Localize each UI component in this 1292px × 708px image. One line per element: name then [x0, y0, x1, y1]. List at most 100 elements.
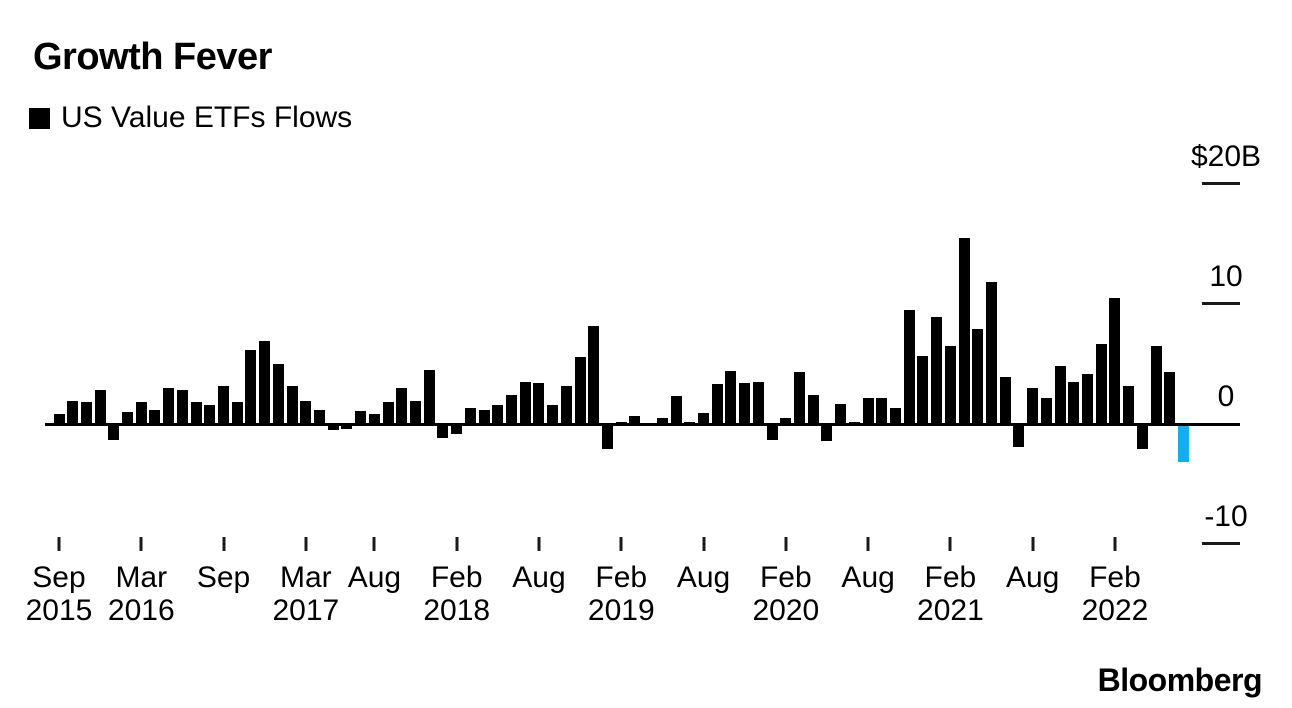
x-axis-tick — [1113, 537, 1117, 551]
y-axis-tick — [1202, 302, 1240, 305]
x-axis-label: Feb 2021 — [917, 561, 984, 627]
bar-jun-2021 — [999, 377, 1011, 424]
bar-dec-2019 — [752, 382, 764, 424]
bar-dec-2020 — [917, 355, 929, 424]
bar-feb-2016 — [122, 412, 134, 424]
bar-oct-2021 — [1054, 366, 1066, 424]
bar-sep-2021 — [1040, 397, 1052, 424]
bar-nov-2018 — [574, 356, 586, 424]
bar-apr-2016 — [149, 409, 161, 424]
legend-swatch-icon — [29, 107, 50, 129]
bar-may-2016 — [163, 388, 175, 424]
bar-feb-2018 — [451, 424, 463, 434]
x-axis-label: Mar 2017 — [272, 561, 340, 627]
bar-nov-2020 — [903, 310, 915, 424]
x-axis-label: Aug — [512, 561, 566, 594]
bar-jun-2017 — [341, 424, 353, 429]
bar-nov-2017 — [410, 401, 422, 424]
x-axis-tick — [1031, 537, 1035, 551]
bar-jan-2020 — [766, 424, 778, 440]
bar-may-2020 — [821, 424, 833, 441]
bar-dec-2017 — [423, 370, 435, 424]
bar-nov-2015 — [80, 402, 92, 424]
x-axis-line — [45, 422, 1240, 426]
bar-may-2018 — [492, 404, 504, 424]
legend: US Value ETFs Flows — [29, 101, 352, 135]
bar-sep-2018 — [547, 404, 559, 424]
bar-jun-2019 — [670, 396, 682, 424]
bar-nov-2016 — [245, 349, 257, 424]
bar-jul-2018 — [519, 382, 531, 424]
bar-jan-2019 — [602, 424, 614, 450]
bar-jan-2022 — [1095, 343, 1107, 424]
x-axis-tick — [139, 537, 143, 551]
bar-apr-2018 — [478, 409, 490, 424]
chart-title: Growth Fever — [33, 36, 272, 78]
y-axis-label-20: $20B — [1190, 140, 1262, 173]
bar-oct-2020 — [890, 408, 902, 424]
bar-oct-2016 — [231, 402, 243, 424]
bar-jan-2016 — [108, 424, 120, 440]
bar-jan-2017 — [272, 364, 284, 424]
x-axis-tick — [304, 537, 308, 551]
y-axis-tick — [1202, 182, 1240, 185]
bar-apr-2020 — [807, 395, 819, 424]
bar-feb-2017 — [286, 385, 298, 424]
x-axis-tick — [372, 537, 376, 551]
x-axis-tick — [702, 537, 706, 551]
bar-jul-2022 — [1178, 424, 1190, 463]
bar-jan-2018 — [437, 424, 449, 439]
y-axis-label--10: -10 — [1204, 500, 1248, 533]
x-axis-tick — [784, 537, 788, 551]
bar-mar-2017 — [300, 401, 312, 424]
bar-nov-2019 — [739, 383, 751, 424]
x-axis-label: Feb 2018 — [423, 561, 491, 627]
bar-feb-2020 — [780, 418, 792, 424]
bar-mar-2021 — [958, 238, 970, 424]
x-axis-label: Feb 2022 — [1081, 561, 1149, 627]
bar-dec-2016 — [259, 341, 271, 424]
bar-jul-2016 — [190, 402, 202, 424]
bar-nov-2021 — [1068, 382, 1080, 424]
bar-aug-2017 — [368, 414, 380, 424]
bar-dec-2018 — [588, 325, 600, 424]
bar-dec-2021 — [1082, 373, 1094, 424]
x-axis-label: Aug — [841, 561, 895, 594]
bar-may-2022 — [1150, 346, 1162, 424]
bar-jul-2017 — [355, 410, 367, 424]
x-axis-label: Aug — [676, 561, 731, 594]
x-axis-tick — [948, 537, 952, 551]
bar-oct-2017 — [396, 388, 408, 424]
legend-label: US Value ETFs Flows — [61, 101, 353, 134]
y-axis-label-10: 10 — [1209, 260, 1243, 293]
bar-jun-2022 — [1164, 372, 1176, 424]
x-axis-label: Aug — [347, 561, 402, 594]
bar-jul-2021 — [1013, 424, 1025, 447]
bar-mar-2019 — [629, 415, 641, 424]
bar-mar-2018 — [464, 408, 476, 424]
x-axis-label: Sep 2015 — [25, 561, 93, 627]
x-axis-label: Sep — [196, 561, 251, 594]
bar-dec-2015 — [94, 390, 106, 424]
bar-may-2021 — [986, 282, 998, 424]
x-axis-tick — [537, 537, 541, 551]
bar-sep-2017 — [382, 402, 394, 424]
x-axis-tick — [866, 537, 870, 551]
x-axis-tick — [455, 537, 459, 551]
bar-may-2017 — [327, 424, 339, 430]
bar-may-2019 — [656, 418, 668, 424]
bar-oct-2019 — [725, 371, 737, 424]
bar-aug-2020 — [862, 397, 874, 424]
bar-sep-2020 — [876, 397, 888, 424]
x-axis-label: Aug — [1005, 561, 1060, 594]
bar-sep-2019 — [711, 384, 723, 424]
bar-jun-2018 — [506, 395, 518, 424]
x-axis-label: Mar 2016 — [107, 561, 175, 627]
bar-apr-2022 — [1136, 424, 1148, 450]
bar-jun-2020 — [835, 403, 847, 424]
x-axis-label: Feb 2019 — [587, 561, 655, 627]
bar-jun-2016 — [176, 390, 188, 424]
bar-aug-2021 — [1027, 388, 1039, 424]
